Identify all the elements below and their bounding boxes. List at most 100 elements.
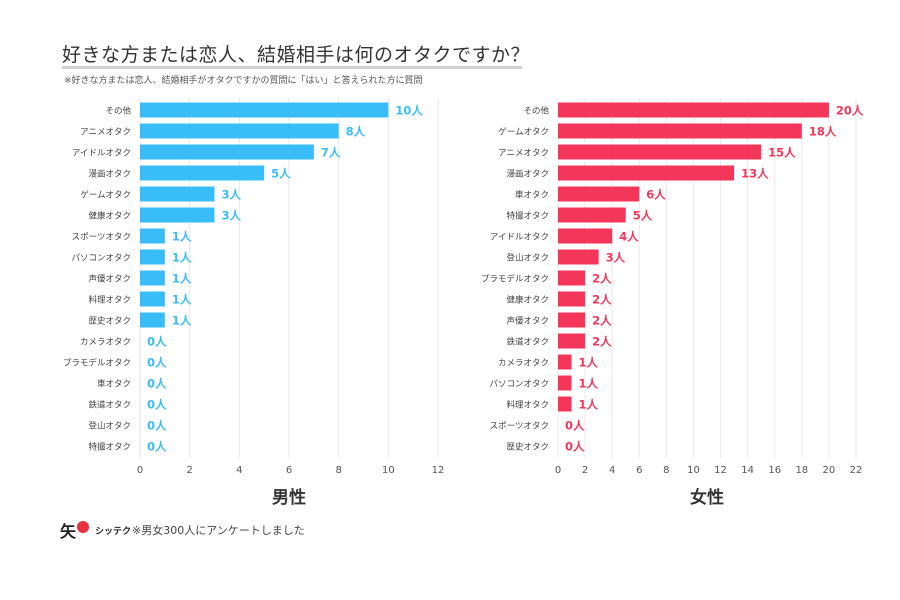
category-label: 健康オタク <box>506 295 549 306</box>
site-logo: 矢 シッテク <box>60 518 131 542</box>
category-label: 声優オタク <box>506 316 549 327</box>
category-label: 歴史オタク <box>506 442 549 453</box>
bar <box>140 144 314 160</box>
x-tick-label: 0 <box>555 465 561 476</box>
category-label: プラモデルオタク <box>481 274 549 285</box>
category-label: カメラオタク <box>80 338 131 348</box>
chart-subtitle: ※好きな方または恋人、結婚相手がオタクですかの質問に「はい」と答えられた方に質問 <box>64 76 423 86</box>
data-label: 1人 <box>172 272 192 286</box>
data-label: 20人 <box>836 104 864 118</box>
category-label: ゲームオタク <box>498 127 549 138</box>
bar <box>140 249 165 265</box>
data-label: 1人 <box>172 314 192 328</box>
data-label: 2人 <box>592 335 612 349</box>
bar <box>140 123 339 139</box>
category-label: カメラオタク <box>498 359 549 369</box>
category-label: 健康オタク <box>88 211 131 222</box>
data-label: 2人 <box>592 293 612 307</box>
x-tick-label: 16 <box>768 465 781 476</box>
bar <box>558 207 626 223</box>
data-label: 2人 <box>592 272 612 286</box>
category-label: その他 <box>523 106 549 117</box>
bar <box>558 144 762 160</box>
data-label: 0人 <box>147 377 167 391</box>
bar <box>140 165 265 181</box>
data-label: 5人 <box>271 167 291 181</box>
data-label: 5人 <box>633 209 653 223</box>
bar <box>558 270 586 286</box>
bar <box>558 102 829 118</box>
data-label: 3人 <box>222 209 242 223</box>
data-label: 2人 <box>592 314 612 328</box>
data-label: 4人 <box>619 230 639 244</box>
category-label: アイドルオタク <box>490 233 549 243</box>
bar <box>140 186 215 202</box>
data-label: 0人 <box>147 419 167 433</box>
data-label: 1人 <box>579 398 599 412</box>
category-label: 登山オタク <box>88 421 131 432</box>
x-tick-label: 22 <box>850 465 863 476</box>
x-tick-label: 4 <box>609 465 615 476</box>
x-tick-label: 4 <box>236 465 242 476</box>
data-label: 1人 <box>579 356 599 370</box>
category-label: 料理オタク <box>88 295 131 306</box>
x-tick-label: 2 <box>186 465 192 476</box>
x-tick-label: 6 <box>636 465 642 476</box>
bar <box>558 249 599 265</box>
category-label: その他 <box>105 106 131 117</box>
category-label: 歴史オタク <box>88 316 131 327</box>
bar <box>558 354 572 370</box>
category-label: 特撮オタク <box>88 442 131 453</box>
title-underline <box>62 66 522 69</box>
bar <box>558 228 613 244</box>
data-label: 0人 <box>565 440 585 454</box>
x-tick-label: 8 <box>335 465 341 476</box>
data-label: 0人 <box>147 335 167 349</box>
bar <box>558 312 586 328</box>
x-tick-label: 8 <box>663 465 669 476</box>
x-tick-label: 0 <box>137 465 143 476</box>
logo-dot <box>77 521 90 533</box>
category-label: スポーツオタク <box>490 422 549 432</box>
data-label: 0人 <box>147 398 167 412</box>
data-label: 10人 <box>395 104 423 118</box>
data-label: 1人 <box>172 293 192 307</box>
category-label: 鉄道オタク <box>506 337 549 348</box>
category-label: 声優オタク <box>88 274 131 285</box>
category-label: ゲームオタク <box>80 190 131 201</box>
bar <box>140 228 165 244</box>
x-tick-label: 12 <box>714 465 727 476</box>
data-label: 0人 <box>565 419 585 433</box>
data-label: 13人 <box>741 167 769 181</box>
category-label: 漫画オタク <box>506 169 549 180</box>
x-tick-label: 18 <box>795 465 808 476</box>
bar <box>140 312 165 328</box>
category-label: 車オタク <box>515 190 549 201</box>
category-label: パソコンオタク <box>71 254 131 264</box>
category-label: 料理オタク <box>506 400 549 411</box>
data-label: 15人 <box>768 146 796 160</box>
bar <box>558 396 572 412</box>
bar <box>558 165 735 181</box>
x-tick-label: 12 <box>432 465 445 476</box>
data-label: 18人 <box>809 125 837 139</box>
x-tick-label: 10 <box>687 465 700 476</box>
bar <box>558 375 572 391</box>
logo-text: シッテク <box>95 526 132 537</box>
category-label: 登山オタク <box>506 253 549 264</box>
bar <box>140 102 389 118</box>
category-label: 漫画オタク <box>88 169 131 180</box>
category-label: スポーツオタク <box>72 233 131 243</box>
chart-title: 好きな方または恋人、結婚相手は何のオタクですか？ <box>62 44 531 66</box>
data-label: 6人 <box>646 188 666 202</box>
data-label: 1人 <box>172 230 192 244</box>
data-label: 1人 <box>579 377 599 391</box>
male-chart-label: 男性 <box>272 487 306 508</box>
bar <box>558 291 586 307</box>
data-label: 0人 <box>147 356 167 370</box>
x-tick-label: 10 <box>382 465 395 476</box>
bar <box>558 333 586 349</box>
logo-mark: 矢 <box>60 522 77 541</box>
x-tick-label: 2 <box>582 465 588 476</box>
x-tick-label: 6 <box>286 465 292 476</box>
